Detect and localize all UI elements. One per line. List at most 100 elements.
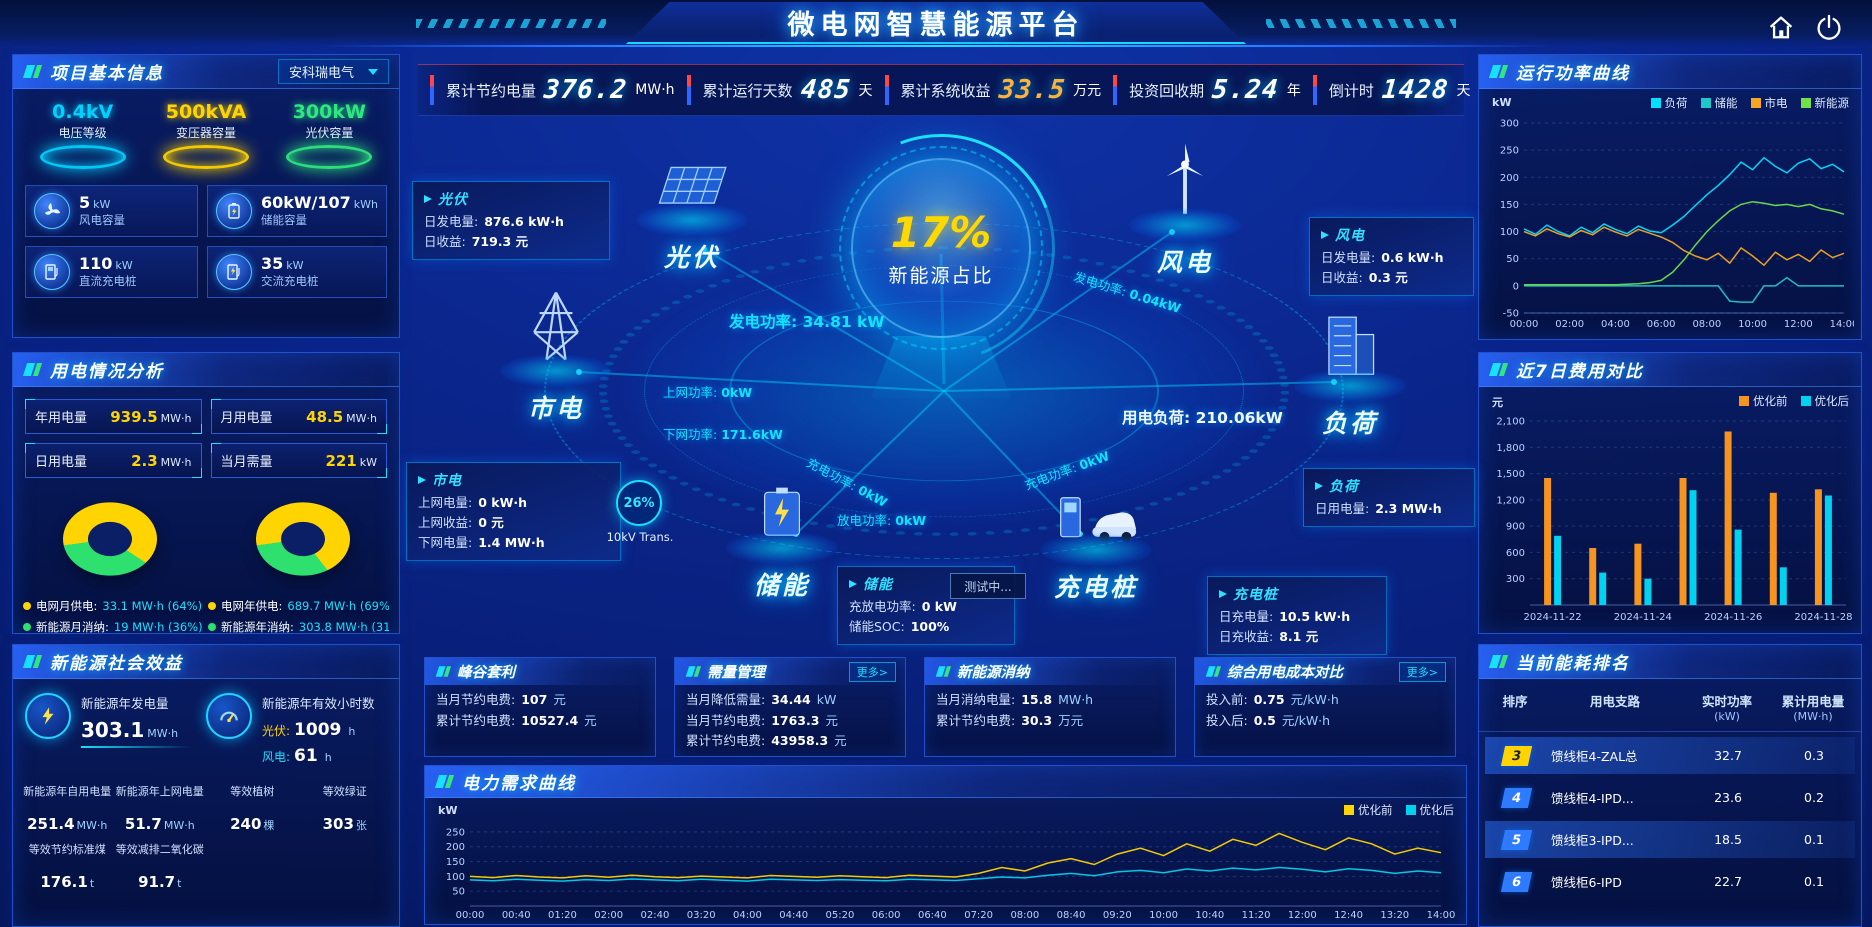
kpi-unit: MW·h [1058, 692, 1094, 707]
legend-item: 负荷 [1650, 95, 1688, 111]
benefit-self-use: 新能源年自用电量 251.4 MW·h [21, 785, 114, 833]
legend-dot [23, 623, 31, 631]
glow-ring [39, 145, 126, 169]
capacity-value: 110 [79, 254, 113, 274]
node-label: 充电桩 [1053, 573, 1138, 602]
svg-text:07:20: 07:20 [964, 910, 993, 921]
panel-title: 用电情况分析 [50, 362, 164, 382]
legend-item: 市电 [1750, 95, 1788, 111]
storage-test-badge: 测试中... [950, 573, 1026, 599]
table-row[interactable]: 3 馈线柜4-ZAL总 32.7 0.3 [1485, 737, 1855, 774]
card-value: 1.4 MW·h [478, 535, 545, 550]
panel-corner-icon [1489, 655, 1507, 668]
stat-separator [686, 75, 691, 105]
capacity-platforms: 0.4kV 电压等级 500kVA 变压器容量 300kW 光伏容量 [13, 89, 399, 171]
platform-label: 变压器容量 [175, 126, 236, 140]
legend-value: 689.7 MW·h (69%) [287, 599, 389, 613]
stat-separator [884, 75, 889, 105]
wind-turbine-icon [1166, 143, 1204, 214]
company-select[interactable]: 安科瑞电气 [277, 59, 389, 84]
card-title: 光伏 [438, 192, 468, 208]
table-row[interactable]: 4 馈线柜4-IPD... 23.6 0.2 [1485, 779, 1855, 816]
node-glow [1129, 209, 1241, 241]
mini-label: 新能源年自用电量 [23, 785, 112, 798]
battery-cabinet-icon [764, 487, 800, 536]
kpi-demand-management: 需量管理 更多> 当月降低需量: 34.44 kW 当月节约电费: 1763.3 元 累计… [674, 657, 906, 757]
stat-label: 累计节约电量 [446, 81, 537, 100]
svg-text:600: 600 [1506, 548, 1525, 559]
svg-text:13:20: 13:20 [1380, 910, 1409, 921]
card-label: 日发电量: [1321, 250, 1376, 265]
svg-text:300: 300 [1500, 119, 1519, 130]
chart-legend: 负荷 储能 市电 新能源 [1650, 95, 1849, 111]
svg-text:10:00: 10:00 [1149, 910, 1178, 921]
chip-unit: kW [359, 455, 377, 469]
power-icon[interactable] [1814, 13, 1844, 43]
stat-unit: 万元 [1073, 83, 1102, 99]
usage-chips: 年用电量 939.5 MW·h 月用电量 48.5 MW·h 日用电量 2.3 MW·h 当… [25, 399, 387, 478]
donut-legend: 电网月供电: 33.1 MW·h (64%) 电网年供电: 689.7 MW·h (… [13, 586, 399, 635]
more-button[interactable]: 更多> [1398, 661, 1446, 682]
node-grid: 市电 [500, 283, 612, 425]
node-wind: 风电 [1129, 141, 1241, 279]
svg-text:04:00: 04:00 [733, 910, 762, 921]
pv-hours-label: 光伏: [262, 724, 291, 738]
stat-system-income: 累计系统收益 33.5 万元 [901, 75, 1102, 105]
benefit-co2-reduced: 等效减排二氧化碳 91.7 t [114, 843, 207, 891]
chip-label: 日用电量 [35, 455, 88, 470]
mini-value: 251.4 [27, 815, 75, 833]
y-axis-unit: 元 [1492, 396, 1503, 409]
card-label: 储能SOC: [849, 619, 905, 634]
node-glow [1040, 534, 1152, 566]
svg-text:00:00: 00:00 [1510, 319, 1539, 330]
chevron-down-icon [368, 68, 378, 75]
capacity-unit: kW [93, 198, 111, 212]
svg-text:06:40: 06:40 [918, 910, 947, 921]
node-load: 负荷 [1294, 304, 1406, 440]
legend-item: 优化后 [1405, 802, 1454, 818]
capacity-unit: kW [115, 259, 133, 273]
panel-energy-ranking: 当前能耗排名 排序 用电支路 实时功率 (kW) 累计用电量 (MW·h) 3 馈线… [1478, 644, 1862, 927]
capacity-label: 风电容量 [79, 212, 125, 227]
node-glow [726, 532, 838, 564]
capacity-label: 储能容量 [260, 212, 307, 227]
kpi-value: 0.5 [1253, 712, 1276, 728]
mini-value: 91.7 [138, 873, 176, 891]
stat-payback-period: 投资回收期 5.24 年 [1129, 75, 1301, 105]
card-label: 日发电量: [424, 214, 479, 229]
home-icon[interactable] [1766, 13, 1796, 43]
cumulative-stats-bar: 累计节约电量 376.2 MW·h 累计运行天数 485 天 累计系统收益 33… [418, 64, 1470, 116]
stat-countdown: 倒计时 1428 天 [1329, 75, 1471, 105]
table-row[interactable]: 6 馈线柜6-IPD 22.7 0.1 [1485, 863, 1855, 900]
stat-separator [1312, 75, 1317, 105]
more-button[interactable]: 更多> [848, 661, 896, 682]
legend-value: 33.1 MW·h (64%) [102, 599, 203, 613]
capacity-grid: 5 kW 风电容量 60kW/107 kWh 储能容量 110 kW 直流充电桩 35… [25, 185, 387, 298]
platform-voltage-level: 0.4kV 电压等级 [21, 101, 144, 169]
kpi-peak-valley: 峰谷套利 当月节约电费: 107 元 累计节约电费: 10527.4 元 [424, 657, 656, 757]
card-label: 上网电量: [418, 495, 473, 510]
building-icon [1328, 316, 1375, 375]
card-label: 下网电量: [418, 535, 473, 550]
node-glow [636, 204, 748, 236]
legend-label: 新能源月消纳: [36, 620, 109, 634]
donut-charts [13, 492, 399, 586]
svg-text:05:20: 05:20 [825, 910, 854, 921]
chip-value: 48.5 [306, 407, 344, 426]
svg-text:14:00: 14:00 [1427, 910, 1455, 921]
svg-text:100: 100 [1500, 227, 1519, 238]
panel-demand-curve: 电力需求曲线 kW 优化前 优化后 250 200 150 100 50 00:00 00:… [424, 765, 1467, 925]
card-label: 充放电功率: [849, 599, 916, 614]
card-title: 风电 [1335, 228, 1365, 244]
legend-label: 电网年供电: [221, 599, 283, 613]
node-glow [500, 355, 612, 387]
rank-badge: 3 [1500, 745, 1532, 766]
svg-text:150: 150 [446, 857, 465, 868]
year-supply-donut [248, 496, 357, 582]
stat-label: 投资回收期 [1129, 81, 1205, 100]
legend-item: 电网年供电: 689.7 MW·h (69%) [208, 598, 389, 614]
column-header: 排序 [1502, 694, 1528, 709]
table-row[interactable]: 5 馈线柜3-IPD... 18.5 0.1 [1485, 821, 1855, 858]
demand-curve-chart: 250 200 150 100 50 00:00 00:40 01:20 02:00 02:40 0… [446, 827, 1455, 921]
